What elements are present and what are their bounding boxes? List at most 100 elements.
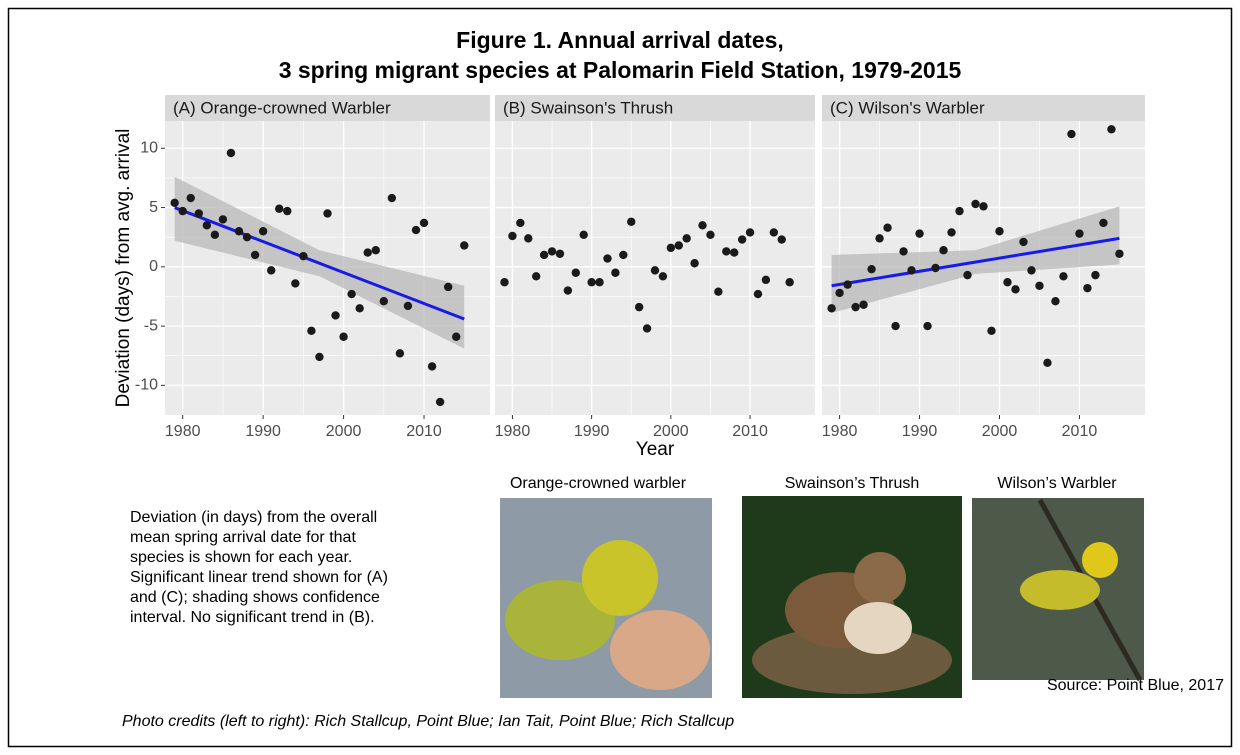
data-point [603, 254, 612, 263]
data-point [987, 326, 996, 336]
x-tick-label: 2010 [1062, 423, 1098, 440]
photo-label: Wilson’s Warbler [997, 475, 1117, 492]
data-point [387, 193, 397, 203]
x-tick-label: 1990 [574, 423, 610, 440]
data-point [1083, 283, 1092, 293]
data-point [331, 311, 340, 320]
data-point [867, 264, 876, 274]
data-point [419, 218, 429, 228]
data-point [307, 326, 316, 336]
caption-line: and (C); shading shows confidence [130, 589, 380, 606]
data-point [443, 282, 453, 292]
caption-line: interval. No significant trend in (B). [130, 609, 375, 626]
caption-line: Significant linear trend shown for (A) [130, 569, 388, 586]
data-point [835, 288, 844, 298]
photo-credits: Photo credits (left to right): Rich Stal… [122, 713, 734, 730]
data-point [531, 272, 541, 281]
x-tick-label: 2000 [326, 423, 362, 440]
data-point [859, 300, 868, 309]
data-point [500, 278, 509, 287]
confidence-band [831, 206, 1120, 314]
data-point [1027, 266, 1036, 275]
data-point [427, 362, 437, 371]
data-point [1075, 229, 1084, 238]
photo-label: Orange-crowned warbler [510, 475, 687, 492]
data-point [706, 230, 715, 240]
trend-line [831, 236, 1120, 288]
data-point [291, 279, 300, 288]
data-point [1107, 125, 1116, 134]
data-point [411, 225, 421, 235]
data-point [777, 235, 786, 244]
x-tick-label: 2010 [406, 423, 442, 440]
x-tick-label: 1990 [902, 423, 938, 440]
caption-line: Deviation (in days) from the overall [130, 509, 377, 526]
figure-title: 3 spring migrant species at Palomarin Fi… [279, 57, 962, 83]
data-point [745, 228, 755, 237]
trend-line [174, 206, 465, 321]
data-point [315, 352, 324, 362]
data-point [242, 232, 252, 242]
data-point [674, 241, 683, 250]
data-point [579, 230, 588, 240]
data-point [955, 206, 964, 216]
data-point [907, 266, 916, 275]
data-point [891, 321, 900, 331]
data-point [642, 324, 652, 333]
data-point [722, 247, 731, 256]
data-point [170, 198, 179, 207]
x-tick-label: 2000 [982, 423, 1018, 440]
y-tick-label: 10 [140, 139, 158, 156]
data-point [275, 204, 284, 213]
data-point [1043, 358, 1052, 368]
facet-title: (C) Wilson's Warbler [830, 98, 985, 117]
data-point [827, 304, 836, 313]
data-point [435, 397, 445, 407]
data-point [403, 301, 413, 311]
source: Source: Point Blue, 2017 [1047, 677, 1224, 694]
data-point [563, 286, 573, 295]
data-point [539, 250, 549, 260]
x-tick-label: 2000 [653, 423, 689, 440]
data-point [947, 228, 956, 237]
y-tick-label: -5 [144, 317, 158, 334]
data-point [218, 215, 228, 224]
data-point [460, 241, 469, 250]
photo [742, 496, 962, 698]
data-point [587, 278, 596, 287]
data-point [347, 289, 356, 299]
data-point [595, 278, 604, 287]
data-point [194, 209, 203, 218]
data-point [258, 227, 268, 236]
data-point [611, 268, 620, 277]
data-point [202, 221, 212, 230]
data-point [761, 275, 771, 285]
data-point [210, 230, 220, 240]
x-tick-label: 2010 [732, 423, 768, 440]
data-point [1019, 237, 1028, 247]
caption-line: mean spring arrival date for that [130, 529, 356, 546]
x-tick-label: 1980 [822, 423, 858, 440]
facet-title: (B) Swainson's Thrush [503, 98, 673, 117]
data-point [516, 218, 525, 228]
data-point [785, 278, 794, 287]
y-tick-label: 0 [149, 258, 158, 275]
data-point [753, 289, 763, 299]
data-point [1035, 281, 1044, 290]
photo [500, 498, 712, 698]
x-axis-label: Year [636, 439, 675, 460]
data-point [524, 234, 533, 243]
photo-label: Swainson’s Thrush [785, 475, 920, 492]
data-point [250, 250, 260, 260]
data-point [698, 221, 707, 230]
data-point [234, 227, 244, 236]
data-point [899, 247, 908, 256]
data-point [371, 246, 380, 255]
facet-strip [495, 95, 815, 121]
data-point [769, 228, 779, 237]
data-point [1067, 129, 1076, 139]
data-point [883, 223, 892, 232]
data-point [690, 259, 699, 268]
data-point [1051, 296, 1060, 306]
data-point [1091, 270, 1100, 280]
